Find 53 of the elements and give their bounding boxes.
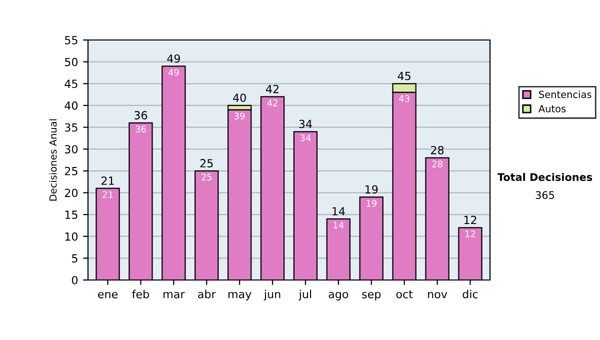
y-tick-label: 40	[64, 101, 78, 110]
data-label: 25	[202, 174, 212, 181]
y-tick-label: 20	[64, 188, 78, 198]
x-tick-label: jul	[298, 290, 312, 300]
data-label: 14	[334, 222, 344, 228]
y-tick-label: 0	[72, 276, 78, 284]
x-tick-label: abr	[198, 290, 216, 298]
total-label: 14	[332, 207, 345, 216]
legend-label: Autos	[538, 105, 566, 112]
text: Total Decisiones	[497, 172, 592, 182]
x-tick-label: oct	[396, 290, 413, 298]
legend-label: Sentencias	[539, 90, 592, 98]
y-tick-label: 30	[64, 145, 78, 154]
total-label: 19	[366, 185, 378, 194]
data-label: 21	[102, 191, 113, 198]
total-label: 40	[233, 94, 246, 102]
data-label: 36	[136, 126, 146, 133]
y-axis-title: Decisiones Anual	[49, 119, 57, 201]
y-tick-label: 25	[64, 166, 78, 176]
y-tick-label: 45	[64, 80, 78, 88]
x-tick-label: may	[228, 292, 252, 300]
data-label: 19	[366, 200, 376, 207]
data-label: 12	[465, 230, 476, 238]
total-label: 36	[134, 111, 148, 120]
text: 365	[536, 191, 554, 200]
y-tick-label: 5	[72, 254, 78, 263]
y-tick-label: 10	[65, 232, 78, 241]
data-label: 34	[300, 134, 311, 142]
y-tick-label: 35	[64, 123, 78, 132]
x-tick-label: mar	[164, 292, 185, 298]
data-label: 49	[168, 68, 179, 76]
x-tick-label: ene	[98, 292, 118, 298]
data-label: 42	[267, 100, 278, 106]
x-tick-label: feb	[132, 290, 150, 298]
data-label: 39	[234, 112, 245, 120]
total-label: 25	[200, 159, 213, 168]
total-label: 21	[102, 176, 114, 185]
total-label: 49	[167, 54, 180, 63]
x-tick-label: sep	[362, 292, 381, 300]
data-label: 28	[432, 160, 442, 168]
y-tick-label: 50	[64, 58, 78, 66]
y-tick-label: 55	[64, 36, 78, 44]
x-tick-label: jun	[264, 290, 280, 300]
x-tick-label: ago	[328, 292, 348, 300]
x-tick-label: dic	[462, 290, 478, 298]
total-label: 28	[431, 146, 444, 154]
total-label: 12	[464, 216, 476, 224]
y-tick-label: 15	[65, 210, 78, 219]
total-label: 34	[299, 120, 312, 128]
data-label: 43	[399, 95, 410, 102]
total-label: 45	[398, 72, 410, 80]
total-label: 42	[266, 84, 278, 94]
x-tick-label: nov	[428, 292, 448, 298]
